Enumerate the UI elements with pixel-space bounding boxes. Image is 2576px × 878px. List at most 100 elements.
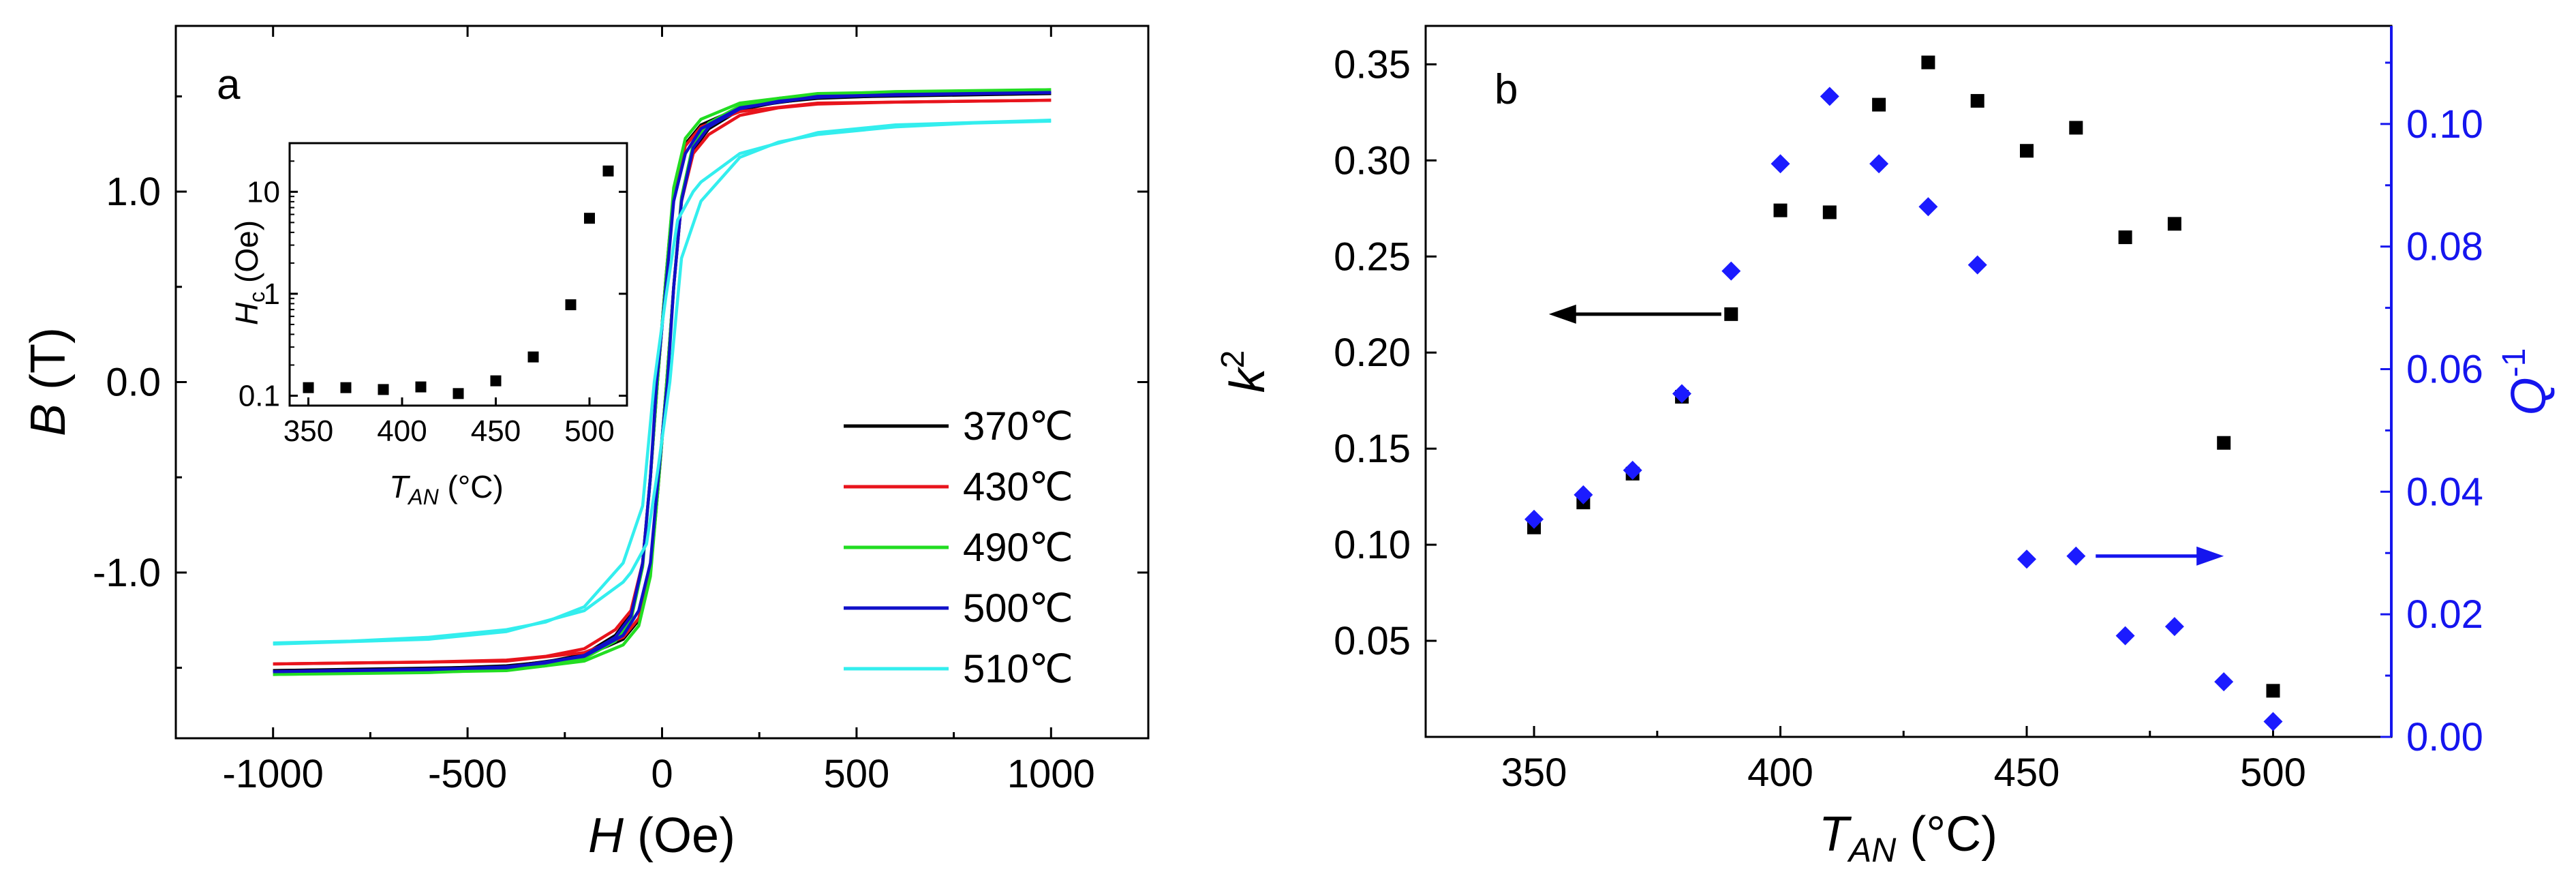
inset-x-label-subscript: AN [407, 485, 439, 509]
panel-a: -1000 -500 0 500 1000 -1.0 0.0 1.0 a H (Oe) B (… [21, 25, 1150, 863]
panel-a-x-axis-label: H (Oe) [588, 808, 735, 863]
panel-a-ticks: -1000 -500 0 500 1000 -1.0 0.0 1.0 [93, 26, 1148, 796]
inset-y-tick-label: 1 [264, 277, 280, 311]
legend-label: 430℃ [963, 465, 1073, 509]
inset-ticks: 350 400 450 500 0.1 1 10 [239, 142, 627, 448]
panel-b-ticks: 350 400 450 500 0.05 0.10 0.15 0.20 0.25 0.30 0.35… [1334, 42, 2483, 795]
legend-entry-490: 490℃ [844, 526, 1073, 570]
k2-data-point [2069, 121, 2083, 135]
q-inverse-data-point [2017, 549, 2037, 569]
inset-data-point [340, 382, 352, 393]
inset-background [290, 143, 627, 406]
k2-data-point [2118, 230, 2132, 245]
b-left-label-superscript: 2 [1215, 350, 1251, 369]
b-right-label-variable: Q [2502, 377, 2556, 415]
b-left-y-tick-label: 0.35 [1334, 42, 1411, 87]
b-x-tick-label: 350 [1501, 751, 1567, 795]
panel-a-label: a [217, 61, 241, 108]
inset-chart: 350 400 450 500 0.1 1 10 TAN (°C) Hc (Oe) [229, 142, 628, 509]
inset-y-axis-label: Hc (Oe) [229, 220, 269, 325]
b-left-label-variable: k [1221, 365, 1275, 393]
inset-data-point [453, 388, 464, 399]
b-left-y-tick-label: 0.05 [1334, 619, 1411, 663]
inset-x-axis-label: TAN (°C) [389, 469, 504, 509]
inset-data-point [527, 351, 539, 363]
right-axis-arrow [2096, 546, 2224, 566]
b-right-y-tick-label: 0.10 [2406, 102, 2483, 147]
q-inverse-data-point [1967, 255, 1987, 275]
inset-data-point [378, 384, 389, 395]
k2-data-point [2266, 684, 2280, 698]
b-right-y-tick-label: 0.08 [2406, 225, 2483, 269]
inset-y-tick-label: 0.1 [239, 380, 280, 413]
left-axis-arrow [1548, 304, 1721, 324]
y-tick-label: 1.0 [106, 170, 161, 214]
b-left-y-tick-label: 0.20 [1334, 331, 1411, 375]
legend-entry-510: 510℃ [844, 647, 1073, 691]
b-left-y-tick-label: 0.10 [1334, 523, 1411, 567]
inset-x-tick-label: 400 [377, 414, 427, 448]
inset-data-point [303, 382, 314, 393]
b-left-y-tick-label: 0.30 [1334, 138, 1411, 183]
k2-data-point [1970, 93, 1984, 108]
curve-500-ascending [273, 91, 1052, 673]
x-tick-label: 1000 [1007, 752, 1095, 796]
inset-data-point [602, 165, 614, 177]
legend-entry-370: 370℃ [844, 404, 1073, 449]
inset-x-tick-label: 350 [283, 414, 333, 448]
k2-data-point [2217, 436, 2231, 450]
x-label-unit: (Oe) [624, 808, 735, 863]
k2-data-point [2167, 217, 2181, 231]
x-tick-label: -1000 [223, 752, 324, 796]
q-inverse-data-point [1918, 197, 1938, 217]
panel-b-points [1524, 55, 2283, 731]
y-tick-label: -1.0 [93, 551, 161, 595]
b-x-tick-label: 400 [1747, 751, 1813, 795]
q-inverse-data-point [2115, 626, 2135, 646]
arrow-head [1548, 304, 1576, 324]
panel-b-right-y-axis-label: Q-1 [2496, 348, 2556, 416]
inset-y-label-subscript: c [245, 292, 269, 303]
b-x-label-unit: (°C) [1896, 807, 1997, 862]
x-tick-label: 500 [824, 752, 890, 796]
inset-y-label-variable: H [229, 302, 264, 325]
x-tick-label: -500 [428, 752, 507, 796]
inset-x-label-unit: (°C) [439, 469, 504, 504]
legend-entry-430: 430℃ [844, 465, 1073, 509]
q-inverse-data-point [1721, 261, 1741, 281]
axis-arrows [1548, 304, 2224, 566]
q-inverse-data-point [2263, 712, 2283, 731]
y-label-variable: B [21, 404, 76, 436]
q-inverse-data-point [1869, 154, 1889, 174]
hysteresis-curves [273, 88, 1052, 676]
q-inverse-data-point [2066, 546, 2086, 566]
k2-data-point [1773, 203, 1788, 217]
q-inverse-data-point [2214, 672, 2234, 692]
b-left-y-tick-label: 0.25 [1334, 234, 1411, 279]
inset-x-tick-label: 500 [564, 414, 614, 448]
b-right-y-tick-label: 0.02 [2406, 592, 2483, 637]
x-tick-label: 0 [651, 752, 673, 796]
q-inverse-data-point [1623, 460, 1642, 480]
k2-data-point [1921, 55, 1935, 70]
k2-data-point [1724, 307, 1738, 321]
y-tick-label: 0.0 [106, 361, 161, 405]
x-label-variable: H [588, 808, 624, 863]
legend-label: 490℃ [963, 526, 1073, 570]
inset-data-point [415, 381, 427, 393]
curve-510-ascending [273, 119, 1052, 646]
q-inverse-data-point [2164, 617, 2184, 637]
b-x-tick-label: 450 [1994, 751, 2060, 795]
inset-y-label-unit: (Oe) [229, 220, 264, 292]
k2-data-point [1872, 97, 1886, 112]
legend-label: 370℃ [963, 404, 1073, 449]
b-right-y-tick-label: 0.06 [2406, 348, 2483, 392]
panel-b: 350 400 450 500 0.05 0.10 0.15 0.20 0.25 0.30 0.35… [1215, 25, 2556, 869]
q-inverse-data-point [1524, 509, 1544, 529]
b-right-y-tick-label: 0.00 [2406, 715, 2483, 759]
b-x-label-variable: T [1819, 807, 1852, 862]
q-inverse-data-point [1574, 485, 1593, 504]
k2-data-point [2020, 144, 2034, 158]
b-x-label-subscript: AN [1847, 831, 1897, 869]
